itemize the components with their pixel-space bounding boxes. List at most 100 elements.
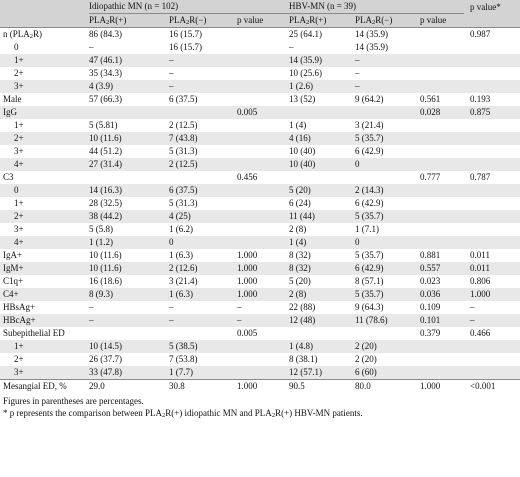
table-cell: 8 (32) — [289, 250, 311, 260]
table-figure: Idiopathic MN (n = 102) HBV-MN (n = 39) … — [0, 0, 520, 419]
table-cell — [234, 54, 287, 67]
table-row: n (PLA2R) 86 (84.3) 16 (15.7) 25 (64.1) 14 (… — [0, 28, 520, 42]
header-row-groups: Idiopathic MN (n = 102) HBV-MN (n = 39) … — [0, 0, 520, 14]
table-cell: – — [89, 302, 94, 312]
row-label: HBsAg+ — [3, 302, 36, 312]
table-cell: 90.5 — [286, 379, 353, 393]
table-cell: 6 (37.5) — [166, 184, 234, 197]
header-blank — [0, 0, 86, 14]
table-row: 3+ 5 (5.8) 1 (6.2) 2 (8) 1 (7.1) — [0, 223, 520, 236]
table-cell: – — [234, 314, 287, 327]
table-cell: 0.777 — [420, 172, 441, 182]
table-cell: 26 (37.7) — [89, 354, 122, 364]
table-row: 1+ 10 (14.5) 5 (38.5) 1 (4.8) 2 (20) — [0, 340, 520, 353]
table-cell: 0.379 — [420, 328, 441, 338]
table-cell — [417, 28, 467, 42]
row-label: 1+ — [14, 120, 24, 130]
footnote: Figures in parentheses are percentages. — [3, 396, 144, 406]
table-cell: 29.0 — [86, 379, 166, 393]
row-label: IgM+ — [0, 262, 86, 275]
table-cell: 27 (31.4) — [86, 158, 166, 171]
table-cell: 4 (16) — [286, 132, 353, 145]
table-body: Idiopathic MN (n = 102) HBV-MN (n = 39) … — [0, 0, 520, 393]
table-cell: 1.000 — [417, 379, 468, 393]
table-cell: – — [166, 54, 234, 67]
table-cell: 7 (53.8) — [169, 354, 198, 364]
header-pvalue-star: p value* — [467, 0, 520, 14]
table-row: 4+ 27 (31.4) 2 (12.5) 10 (40) 0 — [0, 158, 520, 171]
table-cell: 1.000 — [237, 276, 258, 286]
table-cell: 35 (34.3) — [89, 68, 122, 78]
table-cell: 1 (6.3) — [169, 250, 193, 260]
row-label: 3+ — [14, 224, 24, 234]
table-cell: 2 (12.5) — [169, 120, 198, 130]
table-row: C4+ 8 (9.3) 1 (6.3) 1.000 2 (8) 5 (35.7) 0.036… — [0, 288, 520, 301]
table-cell: 14 (16.3) — [86, 184, 166, 197]
table-row: IgM+ 10 (11.6) 2 (12.6) 1.000 8 (32) 6 (42.9)… — [0, 262, 520, 275]
footnote: * p represents the comparison between PL… — [3, 408, 363, 419]
table-cell: 80.0 — [352, 379, 418, 393]
table-cell: – — [169, 302, 174, 312]
table-cell: 0.466 — [470, 328, 491, 338]
table-cell — [417, 41, 467, 54]
table-row: Male 57 (66.3) 6 (37.5) 13 (52) 9 (64.2) 0.56… — [0, 93, 520, 106]
table-row: 3+ 44 (51.2) 5 (31.3) 10 (40) 6 (42.9) — [0, 145, 520, 158]
table-cell: 2 (12.5) — [166, 158, 234, 171]
table-cell: – — [89, 42, 94, 52]
table-cell — [467, 197, 520, 210]
table-cell — [417, 119, 467, 132]
table-row: 2+ 10 (11.6) 7 (43.8) 4 (16) 5 (35.7) — [0, 132, 520, 145]
table-cell: 9 (64.3) — [355, 302, 384, 312]
table-cell: 2 (8) — [286, 288, 353, 301]
table-row: 3+ 4 (3.9) –1 (2.6) – — [0, 80, 520, 93]
table-cell: 57 (66.3) — [89, 94, 122, 104]
data-table: Idiopathic MN (n = 102) HBV-MN (n = 39) … — [0, 0, 520, 393]
table-cell — [286, 106, 353, 119]
table-cell: 5 (31.3) — [169, 146, 198, 156]
table-cell — [286, 327, 352, 340]
table-cell — [234, 366, 287, 380]
table-cell: 8 (9.3) — [86, 288, 166, 301]
row-label: 2+ — [14, 68, 24, 78]
table-cell: 6 (37.5) — [169, 94, 198, 104]
row-label: IgA+ — [3, 250, 23, 260]
header-sub: p value — [417, 14, 468, 28]
table-row: 0 14 (16.3) 6 (37.5) 5 (20) 2 (14.3) — [0, 184, 520, 197]
table-cell — [417, 145, 467, 158]
table-cell: 9 (64.2) — [355, 94, 384, 104]
table-cell: 1.000 — [467, 288, 520, 301]
row-label: HBcAg+ — [0, 314, 86, 327]
table-cell: 14 (35.9) — [286, 54, 353, 67]
table-cell — [86, 106, 166, 119]
header-blank — [467, 14, 520, 28]
table-cell — [467, 184, 520, 197]
row-label: Mesangial ED, % — [0, 379, 86, 393]
table-cell — [234, 41, 286, 54]
table-cell: 0.023 — [420, 276, 441, 286]
table-cell: 0 — [166, 236, 234, 249]
table-cell: 10 (11.6) — [86, 262, 166, 275]
table-cell: 0.881 — [420, 250, 441, 260]
table-cell: 5 (5.8) — [89, 224, 113, 234]
table-cell — [467, 210, 520, 223]
table-cell: 3 (21.4) — [169, 276, 198, 286]
table-cell: 16 (15.7) — [169, 29, 202, 39]
table-cell: 10 (40) — [289, 146, 316, 156]
table-cell — [417, 223, 467, 236]
table-cell: 1.000 — [234, 288, 287, 301]
table-cell: 1.000 — [234, 379, 287, 393]
table-cell — [234, 340, 287, 353]
table-row: 0 – 16 (15.7) – 14 (35.9) — [0, 41, 520, 54]
table-cell: 30.8 — [166, 379, 234, 393]
table-cell — [166, 106, 234, 119]
row-label: C3 — [3, 172, 14, 182]
table-cell — [467, 119, 520, 132]
table-cell: 38 (44.2) — [86, 210, 166, 223]
table-cell: 25 (64.1) — [289, 29, 323, 39]
table-cell: 10 (14.5) — [86, 340, 166, 353]
table-cell: 6 (42.9) — [352, 262, 418, 275]
table-cell: – — [169, 68, 174, 78]
row-label: 2+ — [0, 210, 86, 223]
table-cell — [234, 158, 287, 171]
table-cell — [234, 93, 286, 106]
